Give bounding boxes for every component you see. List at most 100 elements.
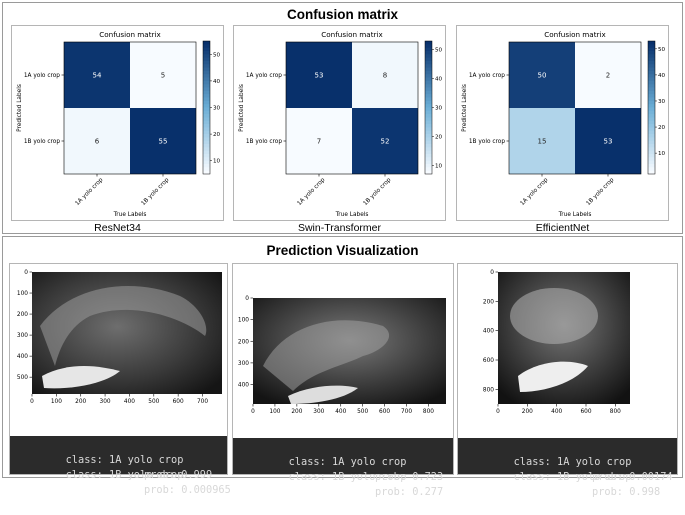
colorbar-segment: [425, 170, 432, 175]
colorbar-segment: [648, 147, 655, 152]
colorbar-segment: [203, 97, 210, 102]
cm-cell: [352, 42, 418, 108]
model-name-swin-transformer: Swin-Transformer: [297, 222, 382, 234]
x-axis: 0 100 200 300 400 500 600 700: [30, 394, 208, 405]
cm-row-label: 1A yolo crop: [24, 73, 60, 79]
section-title: Prediction Visualization: [266, 243, 419, 258]
colorbar-segment: [425, 160, 432, 165]
colorbar-tick-label: 30: [435, 106, 443, 112]
colorbar-segment: [648, 90, 655, 95]
colorbar-segment: [425, 127, 432, 132]
colorbar-segment: [648, 160, 655, 165]
x-tick-label: 700: [197, 399, 208, 405]
cm-col-label: 1A yolo crop: [520, 177, 550, 207]
prediction-row-1b: class: 1B yolo crop prob: 0.277: [239, 455, 447, 498]
colorbar-segment: [203, 54, 210, 59]
colorbar-segment: [203, 107, 210, 112]
colorbar-segment: [203, 90, 210, 95]
y-tick-label: 400: [17, 354, 28, 360]
colorbar-segment: [203, 41, 210, 45]
probability-value: prob: 0.998: [592, 486, 661, 498]
mri-axes: 0 200 400 600 800 0 200 400 600 800: [483, 270, 630, 415]
x-tick-label: 600: [580, 409, 591, 415]
colorbar-segment: [203, 157, 210, 162]
colorbar-segment: [425, 147, 432, 152]
colorbar-segment: [648, 54, 655, 59]
colorbar-segment: [425, 87, 432, 92]
mri-axes: 0 100 200 300 400 500 600 700 0 100 200 300 400 500: [17, 270, 222, 405]
colorbar-segment: [203, 127, 210, 132]
x-tick-label: 100: [269, 409, 280, 415]
colorbar-segment: [648, 77, 655, 82]
colorbar-segment: [425, 67, 432, 72]
cm-panel-efficientnet: Confusion matrix 50 2 15 53 1A yolo crop 1B yo…: [456, 25, 669, 221]
prediction-output: class: 1A yolo crop prob: 0.00174 class:…: [458, 438, 677, 498]
colorbar-segment: [203, 164, 210, 168]
y-tick-label: 0: [245, 296, 249, 302]
cm-title: Confusion matrix: [544, 30, 606, 39]
colorbar-segment: [425, 110, 432, 115]
y-tick-label: 100: [17, 291, 28, 297]
class-label: class: 1A yolo crop: [288, 456, 407, 468]
colorbar-segment: [203, 160, 210, 165]
cm-col-label: 1B yolo crop: [141, 177, 171, 207]
x-tick-label: 0: [251, 409, 255, 415]
colorbar-segment: [203, 60, 210, 65]
cm-cell: [509, 108, 575, 174]
prediction-row-1b: class: 1B yolo crop prob: 0.000965: [16, 453, 231, 496]
colorbar-segment: [425, 97, 432, 102]
colorbar-segment: [648, 117, 655, 122]
colorbar-segment: [648, 94, 655, 98]
y-tick-label: 200: [238, 339, 249, 345]
colorbar-segment: [203, 167, 210, 172]
prediction-row-1b: class: 1B yolo crop prob: 0.998: [464, 455, 671, 498]
colorbar-segment: [425, 154, 432, 158]
colorbar-segment: [425, 60, 432, 65]
colorbar-segment: [425, 107, 432, 112]
cm-row-label: 1B yolo crop: [24, 139, 60, 145]
colorbar-segment: [648, 150, 655, 155]
colorbar-segment: [425, 144, 432, 148]
colorbar-segment: [648, 80, 655, 85]
colorbar-segment: [425, 74, 432, 78]
colorbar-segment: [648, 44, 655, 49]
cm-cell-value: 15: [538, 138, 547, 146]
colorbar-tick-label: 30: [658, 99, 666, 105]
colorbar-tick-label: 30: [213, 106, 221, 112]
colorbar-segment: [203, 154, 210, 158]
confusion-matrix-section: Confusion matrix Confusion matrix 54 5 6 55 1…: [2, 2, 683, 234]
class-label: class: 1B yolo crop: [65, 469, 184, 481]
model-name-efficientnet: EfficientNet: [535, 222, 590, 234]
cm-col-label: 1A yolo crop: [75, 177, 105, 207]
x-tick-label: 200: [75, 399, 86, 405]
cm-ylabel: Predicted Labels: [462, 84, 468, 132]
x-tick-label: 500: [148, 399, 159, 405]
colorbar-segment: [203, 137, 210, 142]
colorbar-segment: [425, 70, 432, 75]
x-tick-label: 0: [496, 409, 500, 415]
mri-structure: [263, 320, 390, 391]
colorbar-segment: [203, 64, 210, 68]
colorbar-segment: [648, 50, 655, 55]
colorbar-segment: [203, 57, 210, 62]
colorbar-segment: [648, 60, 655, 65]
prediction-row-1a: class: 1A yolo crop prob: 0.723: [239, 440, 447, 483]
colorbar-segment: [425, 77, 432, 82]
colorbar-segment: [648, 154, 655, 158]
cm-ylabel: Predicted Labels: [17, 84, 23, 132]
mri-axes: 0 100 200 300 400 500 600 700 800 0 100 200 300 400: [238, 296, 446, 415]
colorbar-segment: [203, 117, 210, 122]
prediction-row-1a: class: 1A yolo crop prob: 0.999: [16, 438, 221, 481]
y-axis: 0 100 200 300 400 500: [17, 270, 32, 381]
colorbar-tick-label: 40: [658, 73, 666, 79]
class-label: class: 1B yolo crop: [288, 471, 407, 483]
colorbar-segment: [648, 130, 655, 135]
colorbar-segment: [203, 110, 210, 115]
colorbar-segment: [203, 67, 210, 72]
colorbar-segment: [648, 100, 655, 105]
cm-col-label: 1A yolo crop: [297, 177, 327, 207]
cm-cell: [286, 108, 352, 174]
class-label: class: 1A yolo crop: [513, 456, 632, 468]
cm-col-label: 1B yolo crop: [586, 177, 616, 207]
colorbar-segment: [648, 87, 655, 92]
